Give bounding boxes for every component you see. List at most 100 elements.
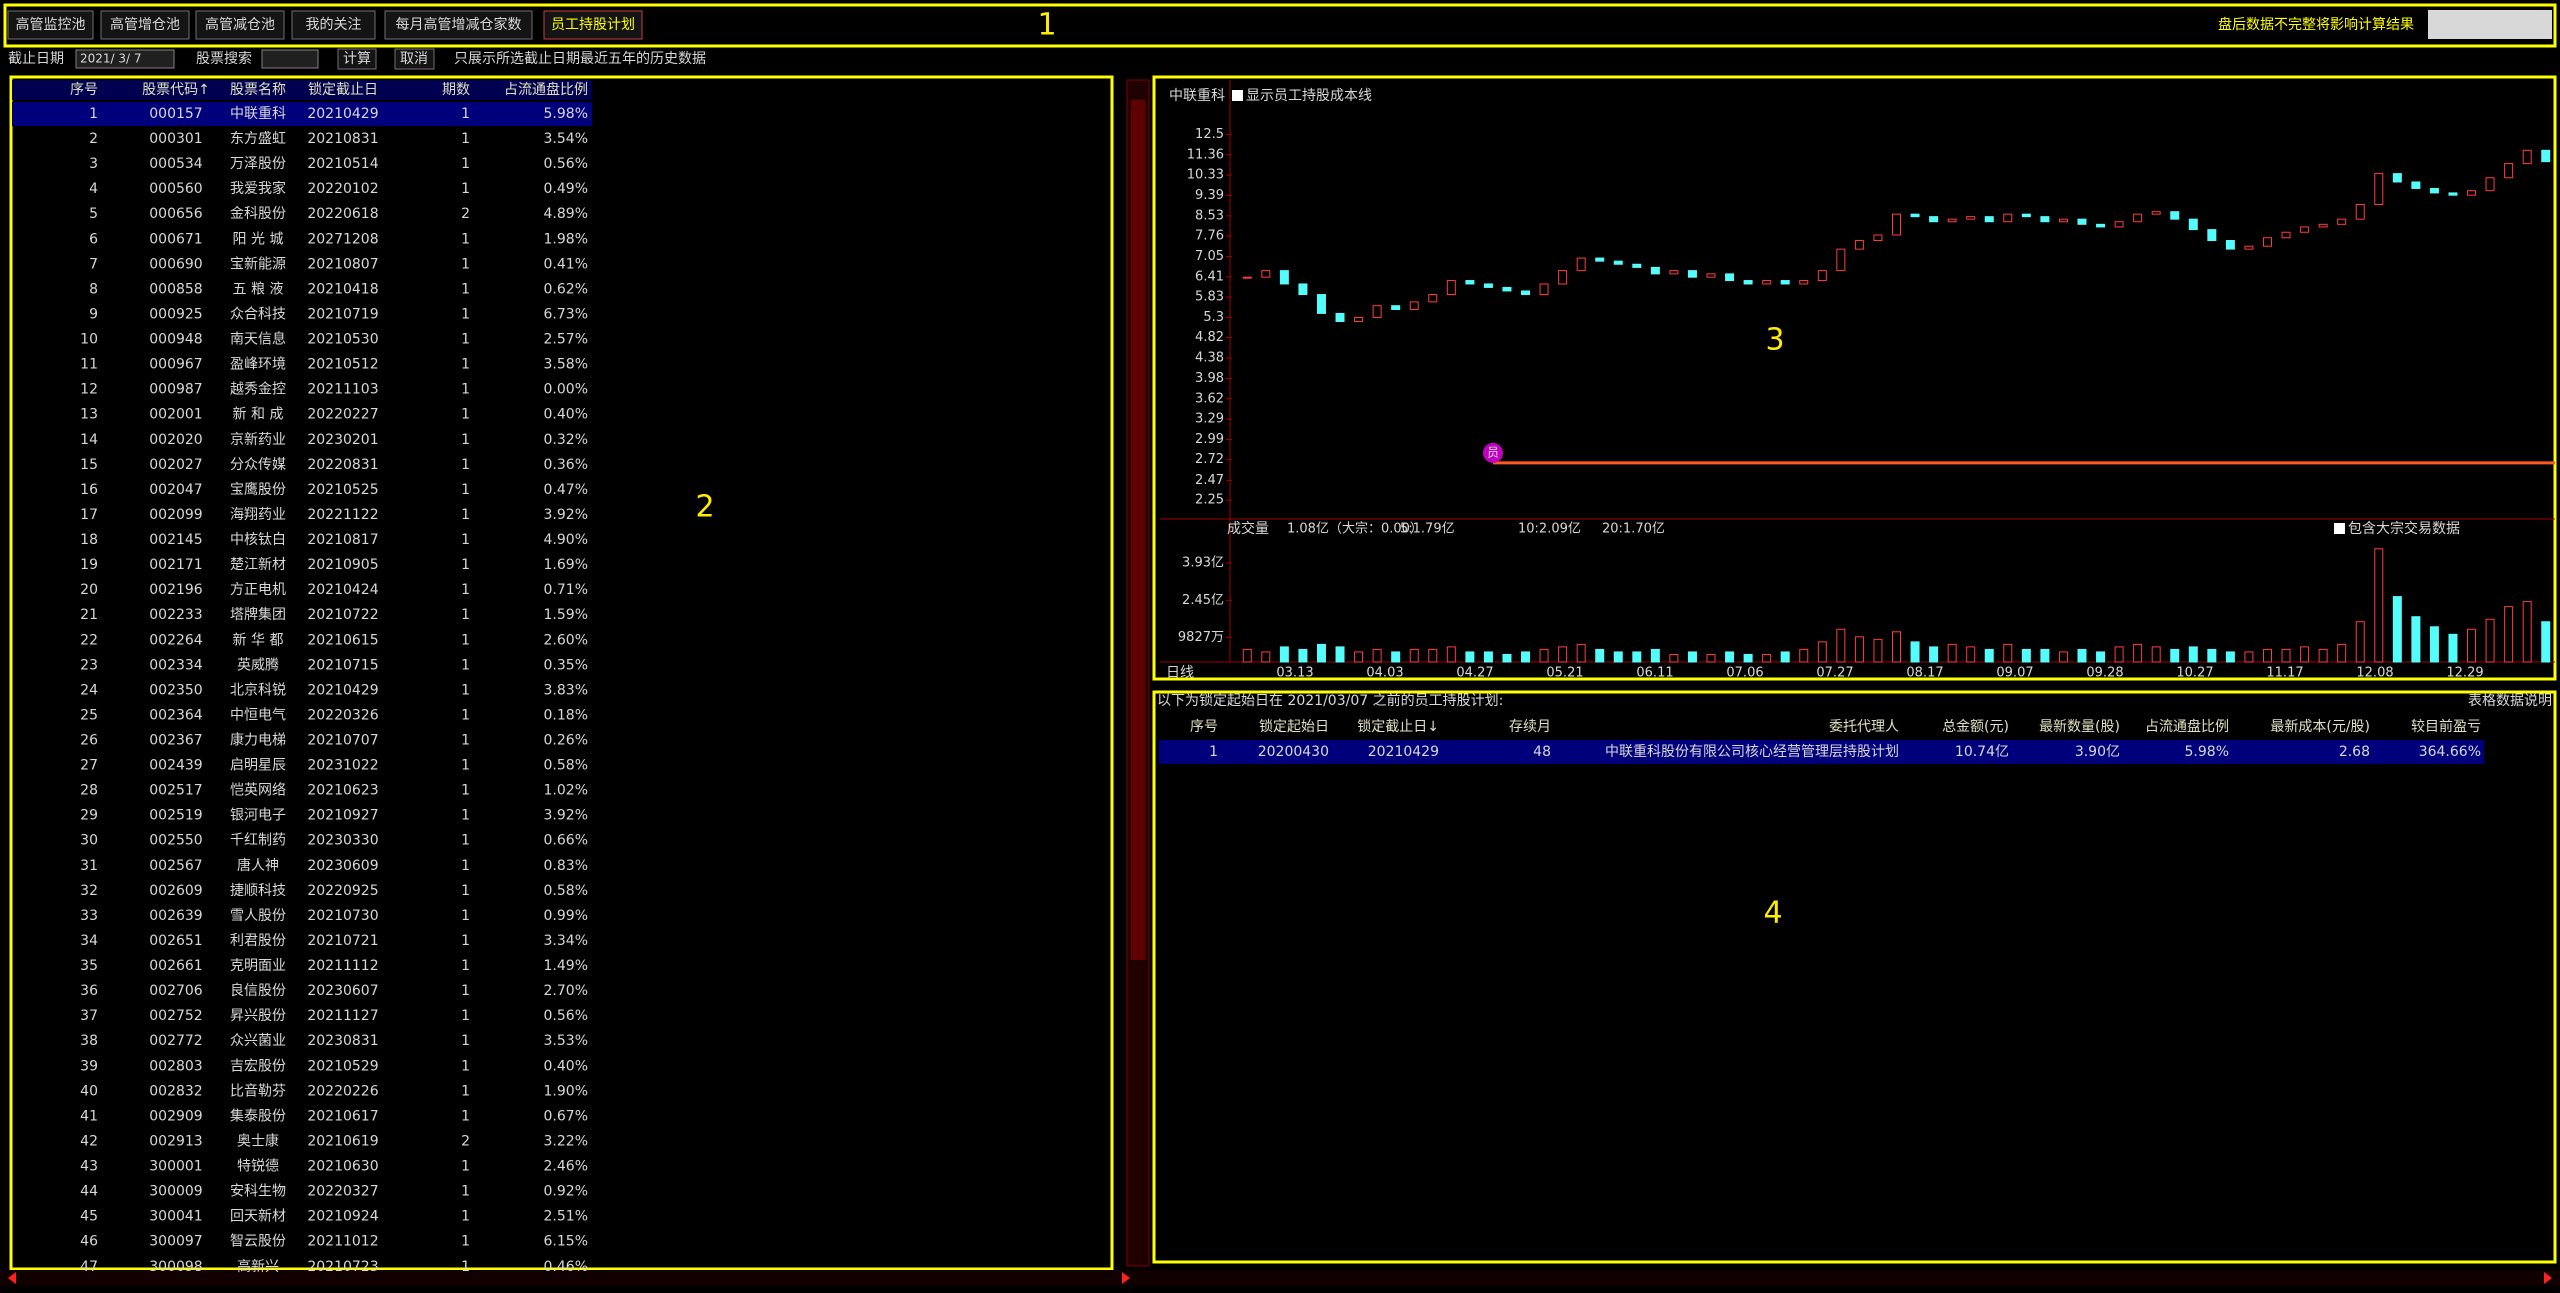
table-cell[interactable]: 1 [461, 382, 470, 398]
table-cell[interactable]: 20220226 [307, 1083, 378, 1099]
table-cell[interactable]: 002772 [149, 1033, 202, 1049]
table-cell[interactable]: 20210817 [307, 532, 378, 548]
table-cell[interactable]: 002099 [149, 507, 202, 523]
table-cell[interactable]: 13 [80, 407, 98, 423]
table-cell[interactable]: 20210529 [307, 1058, 378, 1074]
table-cell[interactable]: 20210615 [307, 632, 378, 648]
table-cell[interactable]: 1 [461, 1234, 470, 1250]
table-cell[interactable]: 1.69% [544, 557, 588, 573]
table-cell[interactable]: 5.98% [544, 106, 588, 122]
table-cell[interactable]: 20210831 [307, 131, 378, 147]
table-cell[interactable]: 20230609 [307, 858, 378, 874]
table-cell[interactable]: 35 [80, 958, 98, 974]
calc-label[interactable]: 计算 [343, 51, 371, 67]
table-cell[interactable]: 20210512 [307, 357, 378, 373]
tab-button[interactable] [100, 10, 190, 40]
column-header[interactable]: 序号 [1190, 719, 1218, 735]
table-cell[interactable]: 10.74亿 [1955, 744, 2009, 760]
table-cell[interactable]: 1 [461, 1159, 470, 1175]
table-cell[interactable]: 5.98% [2185, 744, 2229, 760]
table-cell[interactable]: 20210623 [307, 783, 378, 799]
table-cell[interactable]: 银河电子 [230, 808, 286, 824]
table-cell[interactable]: 中核钛白 [230, 532, 286, 548]
selected-row[interactable] [1159, 740, 2484, 764]
table-cell[interactable]: 1.59% [544, 607, 588, 623]
table-cell[interactable]: 002661 [149, 958, 202, 974]
table-cell[interactable]: 20210722 [307, 607, 378, 623]
table-cell[interactable]: 0.41% [544, 256, 588, 272]
table-cell[interactable]: 1 [461, 507, 470, 523]
column-header[interactable]: 锁定起始日 [1259, 719, 1329, 735]
table-cell[interactable]: 东方盛虹 [230, 131, 286, 147]
table-cell[interactable]: 3.53% [544, 1033, 588, 1049]
table-cell[interactable]: 0.83% [544, 858, 588, 874]
table-cell[interactable]: 29 [80, 808, 98, 824]
table-cell[interactable]: 1 [461, 432, 470, 448]
table-cell[interactable]: 3.83% [544, 682, 588, 698]
table-cell[interactable]: 20210721 [307, 933, 378, 949]
table-cell[interactable]: 安科生物 [230, 1184, 286, 1200]
scroll-arrow[interactable] [8, 1272, 16, 1284]
table-cell[interactable]: 12 [80, 382, 98, 398]
table-cell[interactable]: 1 [461, 332, 470, 348]
search-input[interactable] [261, 49, 319, 69]
table-cell[interactable]: 000925 [149, 306, 202, 322]
table-cell[interactable]: 002027 [149, 457, 202, 473]
table-cell[interactable]: 002517 [149, 783, 202, 799]
table-cell[interactable]: 5 [89, 206, 98, 222]
table-cell[interactable]: 20221122 [307, 507, 378, 523]
table-cell[interactable]: 20220327 [307, 1184, 378, 1200]
table-cell[interactable]: 20231022 [307, 758, 378, 774]
table-cell[interactable]: 1 [461, 758, 470, 774]
table-cell[interactable]: 1.90% [544, 1083, 588, 1099]
table-cell[interactable]: 0.99% [544, 908, 588, 924]
calc-button[interactable] [337, 48, 377, 70]
table-cell[interactable]: 002609 [149, 883, 202, 899]
table-cell[interactable]: 20211127 [307, 1008, 378, 1024]
table-cell[interactable]: 1 [461, 1108, 470, 1124]
table-cell[interactable]: 康力电梯 [230, 732, 286, 749]
table-cell[interactable]: 良信股份 [230, 983, 286, 999]
scroll-arrow[interactable] [1122, 1272, 1130, 1284]
table-cell[interactable]: 0.66% [544, 833, 588, 849]
table-cell[interactable]: 18 [80, 532, 98, 548]
table-cell[interactable]: 20211112 [307, 958, 378, 974]
table-cell[interactable]: 回天新材 [230, 1209, 286, 1225]
table-cell[interactable]: 1 [461, 607, 470, 623]
table-cell[interactable]: 33 [80, 908, 98, 924]
table-cell[interactable]: 20230607 [307, 983, 378, 999]
table-cell[interactable]: 1 [461, 657, 470, 673]
column-header[interactable]: 股票名称 [230, 82, 286, 98]
table-cell[interactable]: 1 [461, 457, 470, 473]
table-cell[interactable]: 002001 [149, 407, 202, 423]
table-cell[interactable]: 000671 [149, 231, 202, 247]
table-cell[interactable]: 0.18% [544, 707, 588, 723]
table-cell[interactable]: 众合科技 [230, 306, 286, 322]
table-cell[interactable]: 我爱我家 [230, 180, 286, 197]
table-cell[interactable]: 43 [80, 1159, 98, 1175]
table-cell[interactable]: 1 [461, 582, 470, 598]
table-cell[interactable]: 16 [80, 482, 98, 498]
h-scrollbar[interactable] [0, 1270, 2560, 1286]
table-cell[interactable]: 20210424 [307, 582, 378, 598]
column-header[interactable]: 序号 [70, 82, 98, 98]
table-cell[interactable]: 1 [461, 682, 470, 698]
table-cell[interactable]: 2.51% [544, 1209, 588, 1225]
table-cell[interactable]: 47 [80, 1259, 98, 1275]
table-cell[interactable]: 20210730 [307, 908, 378, 924]
table-cell[interactable]: 中恒电气 [230, 707, 286, 723]
table-cell[interactable]: 0.71% [544, 582, 588, 598]
table-cell[interactable]: 22 [80, 632, 98, 648]
table-cell[interactable]: 南天信息 [230, 331, 286, 348]
table-cell[interactable]: 高新兴 [237, 1258, 279, 1275]
table-cell[interactable]: 1.49% [544, 958, 588, 974]
column-header[interactable]: 委托代理人 [1829, 719, 1899, 735]
table-cell[interactable]: 002803 [149, 1058, 202, 1074]
table-cell[interactable]: 41 [80, 1108, 98, 1124]
table-cell[interactable]: 1 [461, 156, 470, 172]
table-cell[interactable]: 000858 [149, 281, 202, 297]
table-cell[interactable]: 000656 [149, 206, 203, 222]
table-cell[interactable]: 2 [461, 206, 470, 222]
table-cell[interactable]: 2 [461, 1133, 470, 1149]
table-cell[interactable]: 002233 [149, 607, 202, 623]
